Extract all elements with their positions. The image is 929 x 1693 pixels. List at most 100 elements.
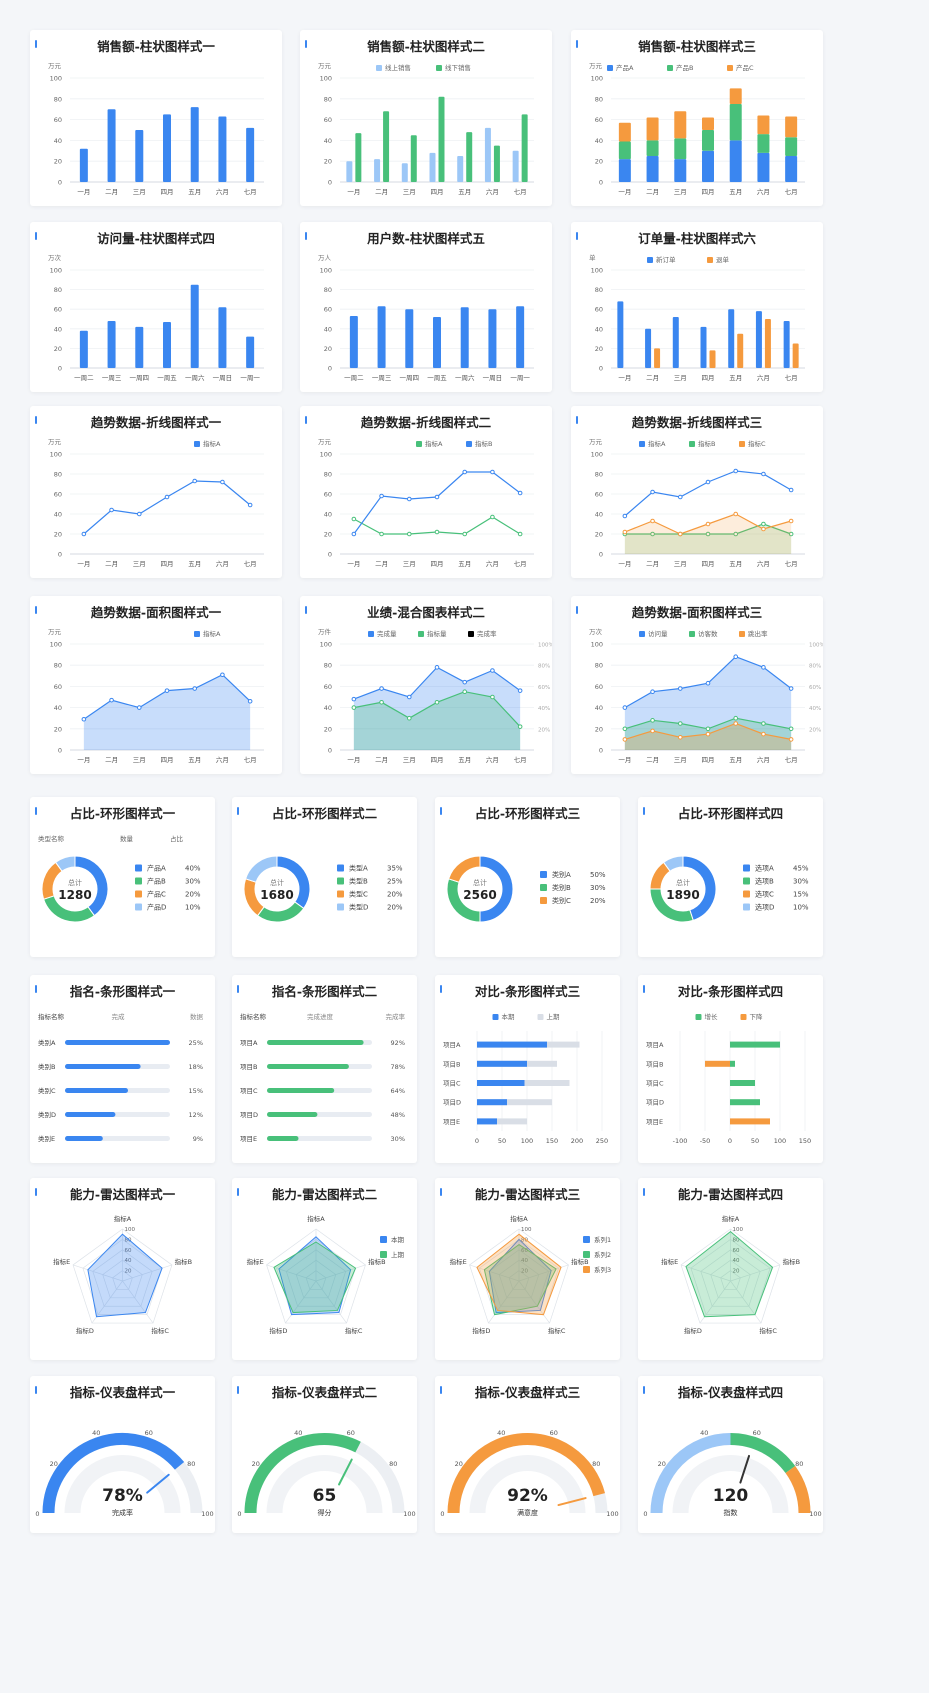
chart-svg: 万人 0 20 40 60 80 100 一周二 一周三 一周四 一周五 一周六 一周日 一周一 xyxy=(318,254,534,382)
gauge-tick-label: 20 xyxy=(50,1460,58,1468)
data-point xyxy=(705,731,711,737)
y-unit: 万元 xyxy=(589,62,603,70)
data-point xyxy=(677,494,683,500)
data-point xyxy=(109,697,114,703)
x-tick-label: 六月 xyxy=(486,755,499,764)
x-tick-label: 一周一 xyxy=(510,374,530,382)
data-point xyxy=(379,700,384,705)
y-tick-label: 100 xyxy=(50,641,62,649)
chart-card-c25: 指标-仪表盘样式一 0 20 40 60 80 100 78% 完成率 xyxy=(30,1376,215,1533)
radar-axis-label: 指标D xyxy=(472,1326,490,1335)
y-tick-label: 60 xyxy=(324,116,332,124)
radar-axis-label: 指标E xyxy=(450,1257,467,1266)
y-tick-label: 0 xyxy=(58,551,62,559)
row-label: 类别A xyxy=(38,1038,56,1047)
radar-spoke xyxy=(488,1280,520,1324)
x-tick-label: 一周二 xyxy=(344,374,364,382)
y2-tick-label: 60% xyxy=(538,685,550,691)
chart-card-c9: 趋势数据-折线图样式三 万元 0 20 40 60 80 100 一月 二月 三月 四月 五月 六月 七月 指… xyxy=(571,406,823,578)
chart-card-c11: 业绩-混合图表样式二 万件 0 20 40 60 80 100 一月 二月 三月 四月 五月 六月 七月 完成… xyxy=(300,596,552,774)
title-marker xyxy=(237,1188,239,1196)
y-unit: 万件 xyxy=(318,627,332,636)
x-tick-label: 一月 xyxy=(618,188,631,196)
y-tick-label: 100 xyxy=(50,451,62,459)
radar-axis-label: 指标E xyxy=(661,1257,678,1266)
bar-fill xyxy=(267,1040,364,1045)
center-label: 总计 xyxy=(676,878,690,887)
chart-card-c13: 占比-环形图样式一 类型名称 数量 占比 总计 1280 产品A 40% 产品B 30% 产品C 20… xyxy=(30,797,215,957)
radar-ring-label: 80 xyxy=(125,1237,132,1243)
gauge-fill xyxy=(42,1433,185,1514)
y-tick-label: 20 xyxy=(324,345,332,353)
bar xyxy=(107,109,116,182)
legend-label: 跳出率 xyxy=(748,629,768,638)
chart-svg: 增长 下降 -100 -50 0 50 100 150 项目A 项目B 项目C 项目D 项目E xyxy=(646,1012,811,1145)
x-tick-label: 三月 xyxy=(133,560,146,568)
series-line xyxy=(353,471,521,535)
x-tick-label: 一月 xyxy=(347,188,360,196)
header-label: 完成率 xyxy=(386,1012,406,1021)
x-tick-label: 五月 xyxy=(188,560,201,568)
row-value: 12% xyxy=(189,1111,203,1119)
legend-swatch xyxy=(743,903,750,911)
bar xyxy=(521,114,528,182)
data-point xyxy=(788,518,794,524)
bar xyxy=(674,138,687,160)
x-tick-label: 一周四 xyxy=(130,374,150,382)
bar xyxy=(429,152,436,182)
x-tick-label: 三月 xyxy=(674,560,687,568)
radar-spoke xyxy=(518,1280,550,1324)
y-tick-label: 60 xyxy=(595,683,603,691)
x-tick-label: 七月 xyxy=(785,187,798,196)
y-tick-label: 0 xyxy=(599,179,603,187)
radar-area xyxy=(488,1238,552,1314)
x-tick-label: 五月 xyxy=(458,188,471,196)
y-tick-label: 0 xyxy=(58,365,62,373)
legend-label: 系列1 xyxy=(594,1235,611,1244)
chart-card-c8: 趋势数据-折线图样式二 万元 0 20 40 60 80 100 一月 二月 三月 四月 五月 六月 七月 指… xyxy=(300,406,552,578)
chart-title: 销售额-柱状图样式三 xyxy=(638,39,756,54)
y-tick-label: 100 xyxy=(591,75,603,83)
bar xyxy=(405,309,414,368)
gauge-tick-label: 40 xyxy=(700,1429,708,1437)
bar xyxy=(493,145,500,182)
row-label: 类别D xyxy=(38,1110,56,1119)
x-tick-label: 六月 xyxy=(757,187,770,196)
legend-swatch xyxy=(416,441,422,447)
row-label: 项目C xyxy=(646,1080,664,1088)
y-tick-label: 80 xyxy=(324,471,332,479)
legend-label: 产品C xyxy=(147,890,166,899)
y-unit: 单 xyxy=(589,253,596,262)
chart-title: 趋势数据-折线图样式三 xyxy=(631,415,763,430)
chart-card-c10: 趋势数据-面积图样式一 万元 0 20 40 60 80 100 一月 二月 三月 四月 五月 六月 七月 指… xyxy=(30,596,282,774)
gauge-tick-label: 60 xyxy=(550,1429,558,1437)
data-point xyxy=(733,511,739,517)
x-tick-label: 三月 xyxy=(674,374,687,382)
y-tick-label: 80 xyxy=(54,286,62,294)
bar xyxy=(617,301,624,368)
y-tick-label: 60 xyxy=(595,491,603,499)
data-point xyxy=(109,507,114,513)
legend-swatch xyxy=(380,1236,387,1243)
chart-card-c7: 趋势数据-折线图样式一 万元 0 20 40 60 80 100 一月 二月 三月 四月 五月 六月 七月 指… xyxy=(30,406,282,578)
legend-label: 类型C xyxy=(349,890,368,899)
bar xyxy=(163,114,171,182)
bar xyxy=(355,133,362,182)
header-label: 指标名称 xyxy=(38,1012,65,1021)
y-unit: 万次 xyxy=(589,627,603,636)
legend-label: 类型B xyxy=(349,877,368,886)
x-tick-label: 100 xyxy=(521,1137,533,1145)
bar-fill xyxy=(65,1040,170,1045)
bar xyxy=(730,1099,760,1106)
legend-value: 35% xyxy=(387,865,403,873)
bar xyxy=(728,309,735,368)
chart-svg: 指标A 指标B 指标C 指标D 指标E 20 40 60 80 100 系列1 系列2 系列3 xyxy=(450,1214,612,1335)
y-unit: 万元 xyxy=(589,438,603,446)
bar xyxy=(730,1118,770,1125)
chart-title: 趋势数据-面积图样式一 xyxy=(90,605,222,620)
radar-ring xyxy=(680,1228,781,1324)
series-line xyxy=(624,470,792,517)
chart-card-c23: 能力-雷达图样式三 指标A 指标B 指标C 指标D 指标E 20 40 60 80 100 系列1 系列… xyxy=(435,1178,620,1360)
bar xyxy=(516,306,525,368)
data-point xyxy=(705,479,711,485)
